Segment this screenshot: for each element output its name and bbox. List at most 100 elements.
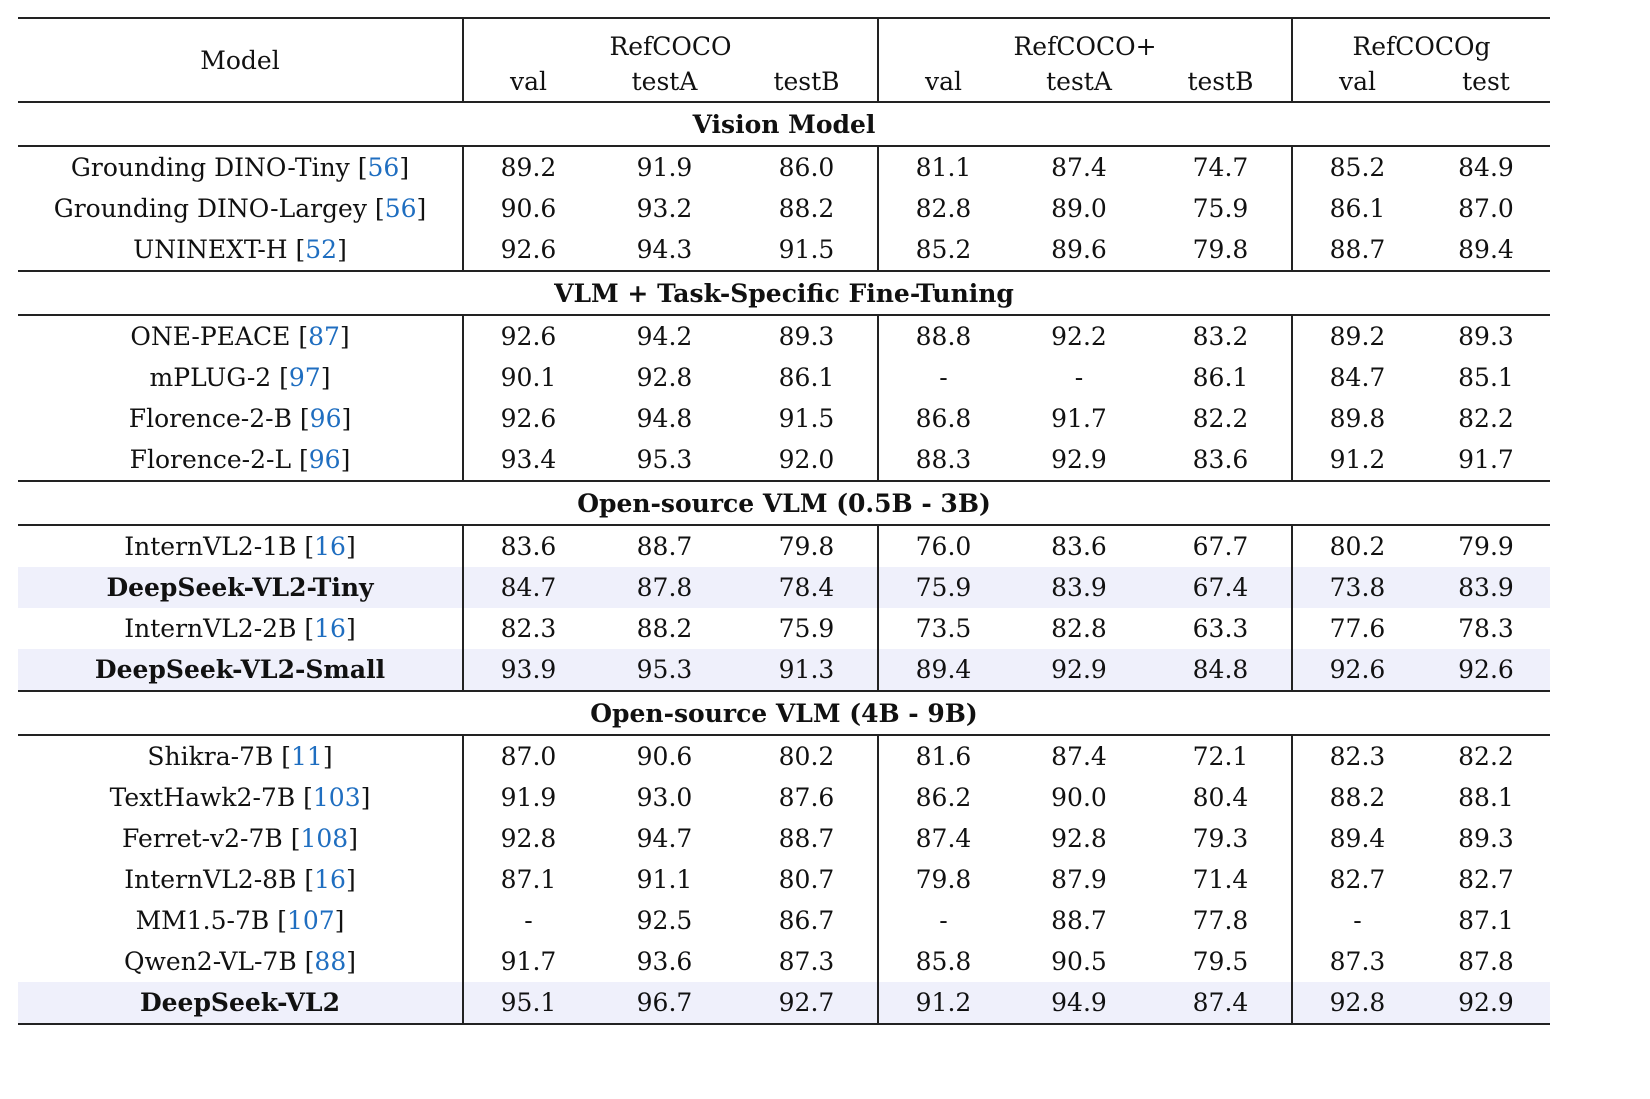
value-cell: 92.5 xyxy=(636,906,693,935)
value-cell: 91.9 xyxy=(636,153,693,182)
value-cell: 94.9 xyxy=(1008,982,1150,1024)
model-name: MM1.5-7B xyxy=(135,906,270,935)
model-name: InternVL2-2B xyxy=(124,614,297,643)
citation-link[interactable]: 16 xyxy=(314,614,346,643)
value-cell: 87.6 xyxy=(736,777,879,818)
value-cell: 79.5 xyxy=(1150,941,1293,982)
model-name-cell: InternVL2-2B [16] xyxy=(18,608,464,649)
value-cell: 86.1 xyxy=(1329,194,1386,223)
subcol-header: testA xyxy=(1008,61,1150,103)
value-cell: 89.0 xyxy=(1051,194,1107,223)
citation-link[interactable]: 52 xyxy=(305,235,338,264)
value-cell: 84.9 xyxy=(1458,153,1514,182)
value-cell: 78.3 xyxy=(1458,614,1514,643)
table-row: mPLUG-2 [97] 90.1 92.8 86.1 - - 86.1 84.7 85.1 xyxy=(18,357,1550,398)
value-cell: 91.1 xyxy=(636,865,693,894)
model-name: DeepSeek-VL2-Small xyxy=(94,655,386,684)
value-cell: 88.2 xyxy=(636,614,693,643)
value-cell: 86.1 xyxy=(736,357,879,398)
value-cell: 78.4 xyxy=(736,567,879,608)
model-name-cell: Grounding DINO-Tiny [56] xyxy=(18,146,464,188)
value-cell: 89.2 xyxy=(500,153,557,182)
citation-link[interactable]: 97 xyxy=(288,363,321,392)
value-cell: 67.7 xyxy=(1150,525,1293,567)
value-cell: 86.8 xyxy=(915,404,972,433)
value-cell: 94.7 xyxy=(636,824,693,853)
value-cell: 80.2 xyxy=(1329,532,1386,561)
value-cell: 85.8 xyxy=(915,947,972,976)
section-title: VLM + Task-Specific Fine-Tuning xyxy=(18,270,1550,316)
model-name: Ferret-v2-7B xyxy=(122,824,283,853)
value-cell: 85.1 xyxy=(1458,363,1514,392)
table-row: ONE-PEACE [87] 92.6 94.2 89.3 88.8 92.2 83.2 89… xyxy=(18,315,1550,357)
citation-link[interactable]: 88 xyxy=(314,947,347,976)
citation-link[interactable]: 107 xyxy=(286,906,335,935)
citation-link[interactable]: 56 xyxy=(367,153,400,182)
value-cell: 87.3 xyxy=(736,941,879,982)
section-header-row: Open-source VLM (0.5B - 3B) xyxy=(18,480,1550,526)
section-header-row: Vision Model xyxy=(18,101,1550,147)
model-name-cell: Florence-2-B [96] xyxy=(18,398,464,439)
citation-link[interactable]: 16 xyxy=(314,532,346,561)
table-row: InternVL2-1B [16] 83.6 88.7 79.8 76.0 83.6 67.… xyxy=(18,525,1550,567)
table-row: InternVL2-8B [16] 87.1 91.1 80.7 79.8 87.9 71.… xyxy=(18,859,1550,900)
model-name: InternVL2-8B xyxy=(124,865,297,894)
value-cell: 85.2 xyxy=(915,235,972,264)
model-name: DeepSeek-VL2-Tiny xyxy=(106,573,374,602)
value-cell: 89.6 xyxy=(1051,235,1107,264)
value-cell: 92.8 xyxy=(500,824,557,853)
value-cell: 87.4 xyxy=(1150,982,1293,1024)
citation-link[interactable]: 96 xyxy=(309,404,342,433)
value-cell: 83.6 xyxy=(500,532,557,561)
citation-link[interactable]: 87 xyxy=(308,322,340,351)
value-cell: 83.6 xyxy=(1150,439,1293,481)
citation-link[interactable]: 16 xyxy=(314,865,346,894)
value-cell: 82.8 xyxy=(915,194,972,223)
value-cell: 92.6 xyxy=(500,322,557,351)
value-cell: 87.4 xyxy=(915,824,972,853)
model-name-cell: Ferret-v2-7B [108] xyxy=(18,818,464,859)
value-cell: 91.2 xyxy=(878,982,1008,1024)
citation-link[interactable]: 103 xyxy=(312,783,361,812)
value-cell: 96.7 xyxy=(593,982,736,1024)
value-cell: 90.6 xyxy=(636,742,693,771)
value-cell: 80.4 xyxy=(1150,777,1293,818)
table-row: DeepSeek-VL2-Tiny 84.7 87.8 78.4 75.9 83.9 67.… xyxy=(18,567,1550,608)
citation-link[interactable]: 56 xyxy=(384,194,417,223)
value-cell: 72.1 xyxy=(1150,735,1293,777)
value-cell: 82.2 xyxy=(1458,742,1514,771)
citation-link[interactable]: 96 xyxy=(308,445,341,474)
value-cell: 92.8 xyxy=(1292,982,1422,1024)
model-name-cell: ONE-PEACE [87] xyxy=(18,315,464,357)
value-cell: 82.8 xyxy=(1051,614,1107,643)
value-cell: 82.7 xyxy=(1329,865,1386,894)
value-cell: 89.3 xyxy=(736,315,879,357)
section-title: Vision Model xyxy=(18,101,1550,147)
value-cell: 79.3 xyxy=(1150,818,1293,859)
model-name: Grounding DINO-Largey xyxy=(53,194,367,223)
model-name-cell: Grounding DINO-Largey [56] xyxy=(18,188,464,229)
results-table: Model RefCOCO RefCOCO+ RefCOCOg val test… xyxy=(18,17,1550,1025)
table-row: Ferret-v2-7B [108] 92.8 94.7 88.7 87.4 92.8 79… xyxy=(18,818,1550,859)
value-cell: 81.1 xyxy=(915,153,972,182)
citation-link[interactable]: 11 xyxy=(291,742,323,771)
value-cell: 87.0 xyxy=(1458,194,1514,223)
value-cell: 75.9 xyxy=(736,608,879,649)
subcol-header: testB xyxy=(736,61,879,103)
value-cell: - xyxy=(1074,363,1084,392)
value-cell: 88.7 xyxy=(736,818,879,859)
model-name-cell: DeepSeek-VL2-Tiny xyxy=(18,567,464,608)
value-cell: 73.8 xyxy=(1292,567,1422,608)
value-cell: 88.7 xyxy=(1051,906,1107,935)
value-cell: 93.0 xyxy=(636,783,693,812)
table-row: Florence-2-L [96] 93.4 95.3 92.0 88.3 92.9 83.… xyxy=(18,439,1550,481)
value-cell: 83.2 xyxy=(1150,315,1293,357)
value-cell: 85.2 xyxy=(1329,153,1386,182)
value-cell: 84.8 xyxy=(1150,649,1293,691)
value-cell: 89.4 xyxy=(1458,235,1514,264)
subcol-header: val xyxy=(878,61,1008,103)
value-cell: 88.7 xyxy=(636,532,693,561)
value-cell: 91.5 xyxy=(736,229,879,271)
value-cell: 92.9 xyxy=(1051,445,1107,474)
citation-link[interactable]: 108 xyxy=(300,824,349,853)
